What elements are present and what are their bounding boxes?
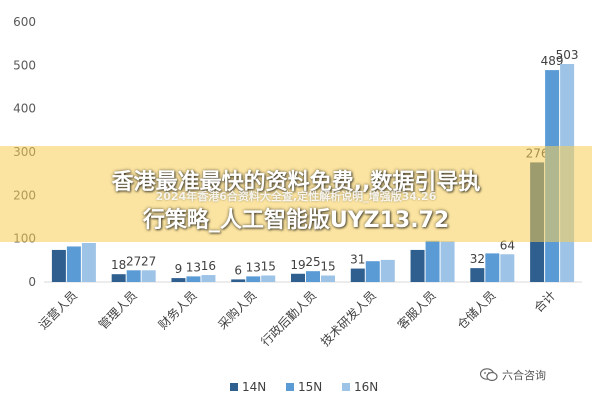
bar (291, 273, 305, 282)
bar (126, 270, 141, 282)
category-label: 管理人员 (95, 288, 140, 333)
bar (365, 261, 380, 282)
y-tick-label: 600 (13, 15, 36, 29)
banner-subtitle: 2024年香港6合资料大全查,定性解析说明_增强版34.26 (155, 190, 437, 203)
bar-data-label: 25 (305, 255, 320, 269)
bar-data-label: 27 (141, 254, 156, 268)
bar (321, 275, 335, 282)
bar (111, 274, 126, 282)
title-banner (0, 146, 592, 242)
legend-label: 14N (242, 380, 266, 394)
bar-data-label: 32 (470, 252, 485, 266)
y-tick-label: 500 (13, 58, 36, 72)
y-tick-label: 400 (13, 102, 36, 116)
legend: 14N 15N 16N (230, 380, 378, 394)
category-label: 技术研发人员 (317, 288, 379, 350)
bar-data-label: 13 (246, 260, 261, 274)
category-label: 客服人员 (394, 288, 439, 333)
bar (186, 276, 201, 282)
bar (500, 254, 515, 282)
bar (201, 275, 216, 282)
bar (66, 246, 81, 282)
category-label: 仓储人员 (454, 288, 499, 333)
bar (380, 259, 395, 282)
bar (246, 276, 261, 282)
bar (171, 278, 186, 282)
banner-title-line-1: 香港最准最快的资料免费,,数据引导执 (111, 170, 481, 195)
bar (440, 241, 455, 282)
legend-label: 16N (354, 380, 378, 394)
category-label: 合计 (531, 288, 559, 316)
bar-data-label: 31 (350, 253, 365, 267)
y-tick-label: 0 (28, 275, 36, 289)
watermark-text: 六合咨询 (502, 369, 546, 382)
banner-title-line-2: 行策略_人工智能版UYZ13.72 (142, 208, 450, 233)
legend-swatch (230, 383, 238, 391)
legend-swatch (286, 383, 294, 391)
bar-data-label: 19 (290, 258, 305, 272)
category-label: 行政后勤人员 (258, 288, 319, 349)
category-label: 采购人员 (215, 288, 260, 333)
legend-label: 15N (298, 380, 322, 394)
bar (485, 253, 500, 282)
bar (410, 249, 425, 282)
bar (261, 275, 276, 282)
bar-data-label: 9 (175, 262, 183, 276)
bar (425, 240, 440, 282)
bar-data-label: 15 (320, 260, 335, 274)
bar-data-label: 16 (201, 259, 216, 273)
bar-data-label: 13 (186, 260, 201, 274)
bar (81, 243, 96, 282)
bar (141, 270, 156, 282)
bar-data-label: 15 (261, 260, 276, 274)
legend-swatch (342, 383, 350, 391)
watermark: 六合咨询 (480, 366, 546, 384)
bar (231, 279, 246, 282)
wechat-icon (480, 368, 498, 382)
bar (306, 271, 320, 282)
bar-data-label: 18 (111, 258, 126, 272)
category-label: 财务人员 (155, 288, 200, 333)
bar (350, 268, 365, 282)
bar (51, 249, 66, 282)
category-label: 运营人员 (36, 288, 80, 332)
bar (470, 268, 485, 282)
bar-data-label: 27 (126, 254, 141, 268)
bar-data-label: 6 (234, 263, 242, 277)
bar-data-label: 503 (556, 48, 579, 62)
bar-data-label: 489 (541, 54, 564, 68)
